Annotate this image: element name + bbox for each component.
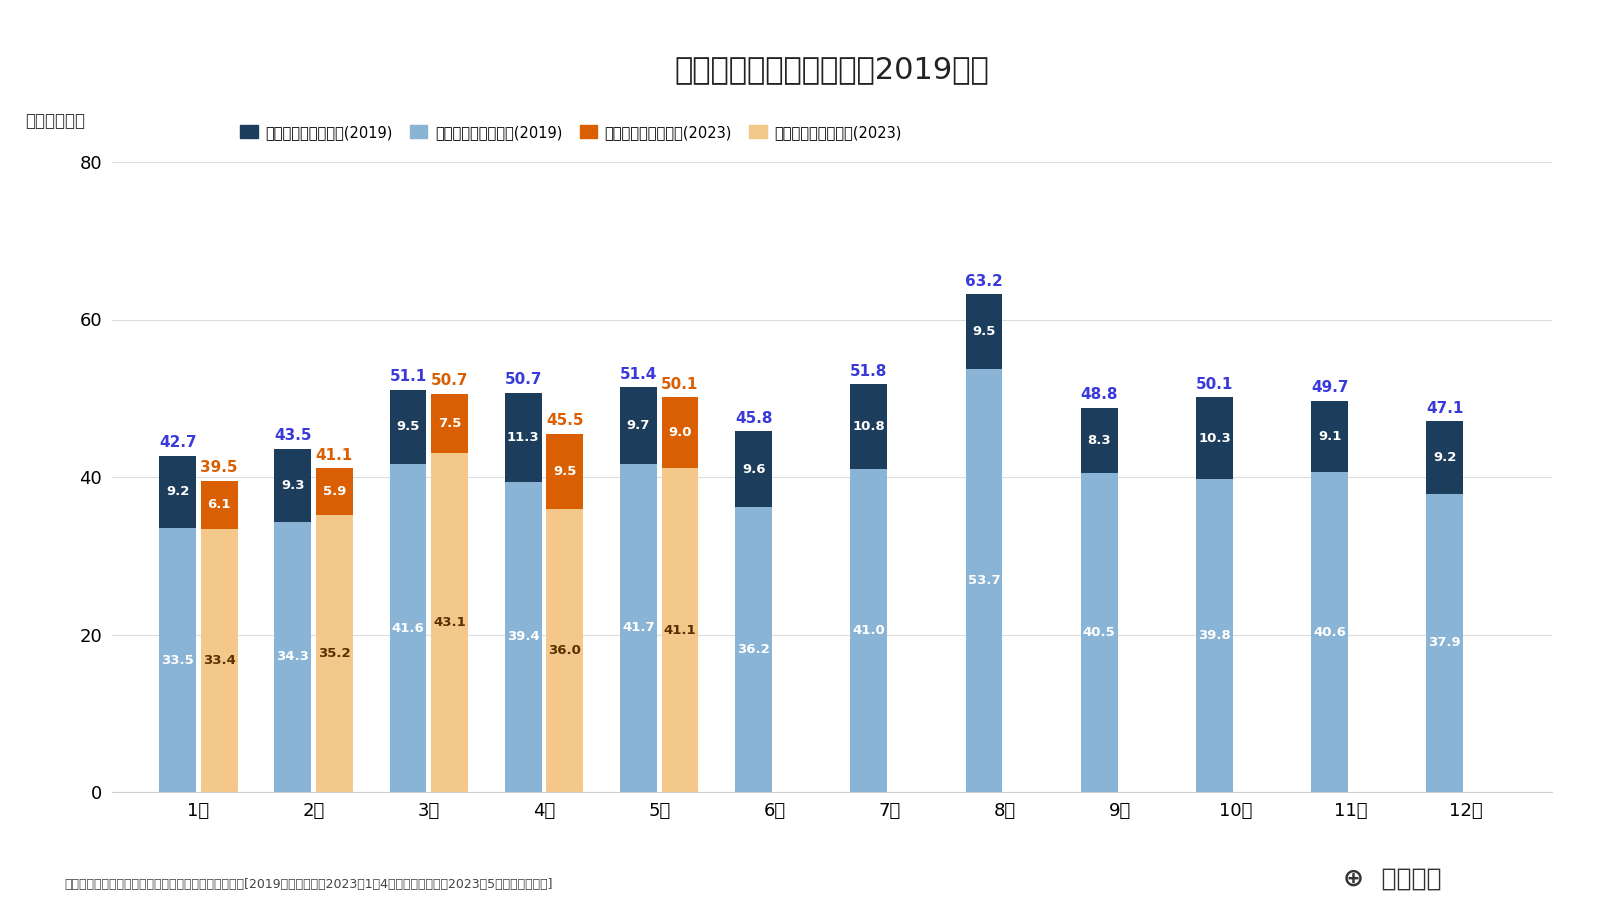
Text: 36.2: 36.2	[738, 643, 770, 656]
Bar	[966, 294, 1003, 369]
Bar	[661, 398, 698, 468]
Text: 50.7: 50.7	[430, 373, 469, 388]
Bar	[200, 529, 237, 792]
Text: 41.1: 41.1	[664, 624, 696, 636]
Bar	[160, 528, 197, 792]
Text: 47.1: 47.1	[1426, 400, 1464, 416]
Text: ⊕  訪日ラボ: ⊕ 訪日ラボ	[1342, 867, 1442, 891]
Text: 9.7: 9.7	[627, 418, 650, 432]
Bar	[275, 449, 312, 522]
Text: 48.8: 48.8	[1080, 387, 1118, 402]
Text: 43.1: 43.1	[434, 616, 466, 629]
Text: 51.8: 51.8	[850, 364, 888, 379]
Text: 9.0: 9.0	[669, 427, 691, 439]
Bar	[621, 464, 658, 792]
Bar	[506, 482, 542, 792]
Bar	[546, 508, 582, 792]
Bar	[661, 468, 698, 792]
Text: 45.5: 45.5	[546, 413, 584, 428]
Text: 51.4: 51.4	[619, 366, 658, 382]
Bar	[1082, 408, 1118, 473]
Text: 35.2: 35.2	[318, 647, 350, 660]
Text: 50.7: 50.7	[504, 373, 542, 387]
Text: 39.8: 39.8	[1198, 629, 1230, 642]
Text: 49.7: 49.7	[1310, 380, 1349, 395]
Text: 7.5: 7.5	[438, 417, 461, 429]
Bar	[506, 392, 542, 482]
Bar	[200, 481, 237, 529]
Bar	[851, 469, 888, 792]
Text: 33.5: 33.5	[162, 653, 194, 667]
Text: 41.1: 41.1	[315, 448, 354, 463]
Bar	[1312, 472, 1349, 792]
Text: 9.5: 9.5	[554, 464, 576, 478]
Text: 63.2: 63.2	[965, 274, 1003, 289]
Text: 51.1: 51.1	[389, 369, 427, 384]
Text: 6.1: 6.1	[208, 499, 230, 511]
Text: 9.1: 9.1	[1318, 430, 1341, 443]
Bar	[160, 455, 197, 528]
Text: 45.8: 45.8	[734, 410, 773, 426]
Bar	[966, 369, 1003, 792]
Text: 41.6: 41.6	[392, 622, 424, 634]
Bar	[1082, 473, 1118, 792]
Text: 43.5: 43.5	[274, 428, 312, 443]
Text: 9.5: 9.5	[397, 420, 419, 434]
Bar	[430, 393, 467, 453]
Bar	[315, 515, 352, 792]
Text: 9.3: 9.3	[282, 479, 304, 491]
Text: 50.1: 50.1	[1195, 377, 1234, 392]
Text: 41.0: 41.0	[853, 624, 885, 637]
Text: 36.0: 36.0	[549, 644, 581, 657]
Bar	[736, 507, 773, 792]
Text: 9.2: 9.2	[166, 485, 189, 499]
Bar	[1427, 421, 1464, 493]
Bar	[851, 384, 888, 469]
Text: 50.1: 50.1	[661, 377, 699, 392]
Bar	[621, 387, 658, 464]
Bar	[275, 522, 312, 792]
Text: 42.7: 42.7	[158, 436, 197, 450]
Text: （百万人泊）: （百万人泊）	[26, 112, 86, 130]
Text: 39.4: 39.4	[507, 630, 539, 644]
Text: 33.4: 33.4	[203, 654, 235, 667]
Text: 9.5: 9.5	[973, 325, 995, 338]
Text: 40.5: 40.5	[1083, 626, 1115, 639]
Text: 9.6: 9.6	[742, 463, 765, 475]
Bar	[390, 464, 427, 792]
Bar	[315, 468, 352, 515]
Bar	[1312, 400, 1349, 472]
Legend: 外国人延べ宿泊者数(2019), 日本人延べ宿泊者数(2019), 外国人延べ宿泊者数(2023), 日本人延べ宿泊者数(2023): 外国人延べ宿泊者数(2019), 日本人延べ宿泊者数(2019), 外国人延べ宿…	[235, 119, 907, 146]
Text: 37.9: 37.9	[1429, 636, 1461, 649]
Text: 10.3: 10.3	[1198, 431, 1230, 445]
Bar	[1197, 398, 1234, 479]
Text: 53.7: 53.7	[968, 574, 1000, 587]
Text: 10.8: 10.8	[853, 420, 885, 433]
Text: 41.7: 41.7	[622, 621, 654, 634]
Text: 8.3: 8.3	[1088, 434, 1110, 447]
Text: 34.3: 34.3	[277, 651, 309, 663]
Bar	[736, 431, 773, 507]
Title: 延べ宿泊者数の推移（対2019年）: 延べ宿泊者数の推移（対2019年）	[675, 55, 989, 85]
Text: 9.2: 9.2	[1434, 451, 1456, 464]
Text: 39.5: 39.5	[200, 461, 238, 475]
Text: 出典：観光庁「宿泊旅行統計調査」より訪日ラボ作成[2019年は確定値、2023年1〜4月は二次速報値、2023年5月は一次速報値]: 出典：観光庁「宿泊旅行統計調査」より訪日ラボ作成[2019年は確定値、2023年…	[64, 878, 552, 891]
Bar	[1197, 479, 1234, 792]
Bar	[430, 453, 467, 792]
Text: 5.9: 5.9	[323, 485, 346, 498]
Bar	[390, 390, 427, 464]
Bar	[546, 434, 582, 508]
Bar	[1427, 493, 1464, 792]
Text: 11.3: 11.3	[507, 431, 539, 444]
Text: 40.6: 40.6	[1314, 626, 1346, 639]
